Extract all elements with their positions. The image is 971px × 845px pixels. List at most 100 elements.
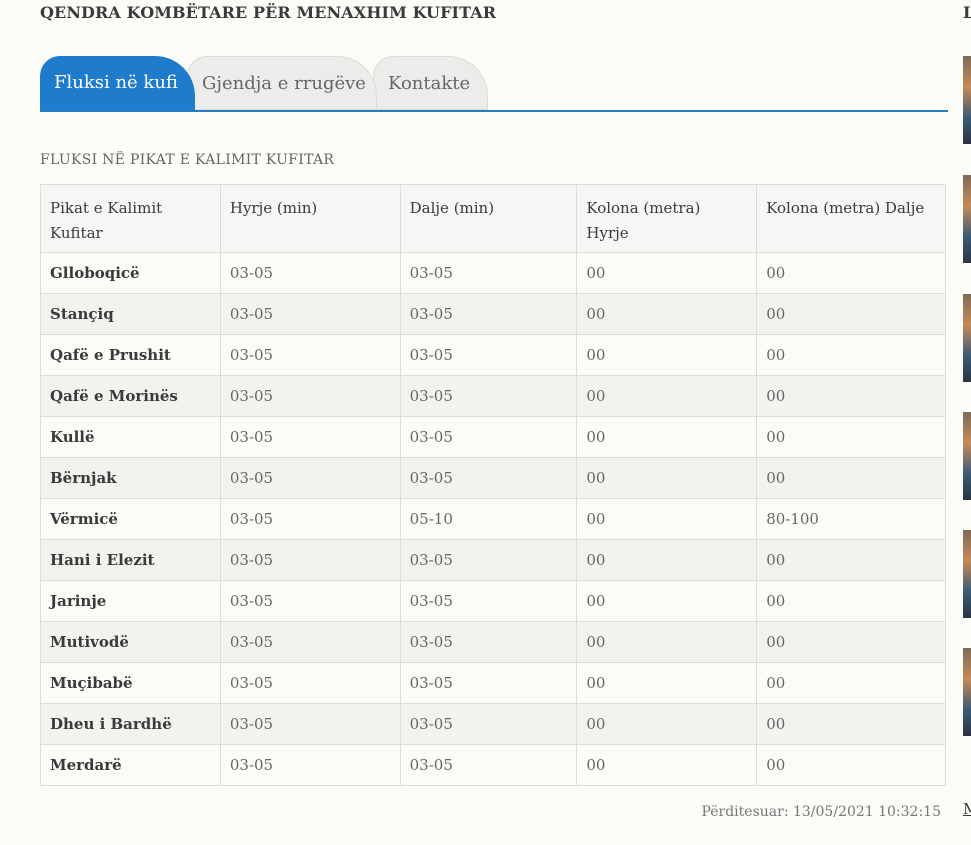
table-row: Glloboqicë 03-05 03-05 00 00 [40,252,946,294]
last-updated-text: Përditesuar: 13/05/2021 10:32:15 [701,804,941,820]
table-row: Stançiq 03-05 03-05 00 00 [40,293,946,335]
sidebar-thumbnail[interactable] [963,648,971,736]
crossing-point-name: Stançiq [40,293,221,335]
crossing-point-name: Merdarë [40,744,221,786]
crossing-point-name: Kullë [40,416,221,458]
table-row: Jarinje 03-05 03-05 00 00 [40,580,946,622]
table-cell: 00 [756,293,946,335]
sidebar-thumbnail[interactable] [963,530,971,618]
table-cell: 03-05 [219,744,401,786]
table-cell: 00 [576,334,758,376]
column-header: Hyrje (min) [219,184,401,253]
table-row: Qafë e Morinës 03-05 03-05 00 00 [40,375,946,417]
table-cell: 03-05 [219,375,401,417]
table-cell: 00 [576,293,758,335]
table-cell: 00 [756,580,946,622]
table-cell: 03-05 [219,498,401,540]
table-cell: 00 [756,334,946,376]
table-cell: 00 [576,375,758,417]
table-row: Dheu i Bardhë 03-05 03-05 00 00 [40,703,946,745]
table-cell: 00 [576,621,758,663]
tab-gjendja-e-rrugeve[interactable]: Gjendja e rrugëve [187,56,377,110]
sidebar-thumbnail[interactable] [963,56,971,144]
crossing-point-name: Bërnjak [40,457,221,499]
crossing-point-name: Qafë e Prushit [40,334,221,376]
table-cell: 03-05 [399,375,578,417]
table-row: Muçibabë 03-05 03-05 00 00 [40,662,946,704]
table-cell: 03-05 [399,621,578,663]
table-cell: 00 [576,252,758,294]
table-row: Mutivodë 03-05 03-05 00 00 [40,621,946,663]
table-cell: 03-05 [219,293,401,335]
sidebar-thumbnail[interactable] [963,412,971,500]
table-cell: 80-100 [756,498,946,540]
table-cell: 05-10 [399,498,578,540]
table-cell: 00 [756,539,946,581]
column-header: Pikat e Kalimit Kufitar [40,184,221,253]
crossing-point-name: Dheu i Bardhë [40,703,221,745]
tab-fluksi-ne-kufi[interactable]: Fluksi në kufi [40,56,195,110]
table-cell: 03-05 [219,539,401,581]
page-title: QENDRA KOMBËTARE PËR MENAXHIM KUFITAR [40,3,497,22]
sidebar-thumbnail[interactable] [963,175,971,263]
table-cell: 00 [576,662,758,704]
table-cell: 03-05 [399,539,578,581]
table-row: Kullë 03-05 03-05 00 00 [40,416,946,458]
table-cell: 03-05 [399,416,578,458]
column-header: Dalje (min) [399,184,578,253]
table-cell: 03-05 [219,457,401,499]
table-cell: 00 [756,457,946,499]
table-cell: 03-05 [399,662,578,704]
table-cell: 03-05 [219,334,401,376]
tab-kontakte[interactable]: Kontakte [373,56,488,110]
table-cell: 03-05 [399,334,578,376]
table-cell: 03-05 [399,252,578,294]
crossing-point-name: Jarinje [40,580,221,622]
crossing-point-name: Glloboqicë [40,252,221,294]
table-cell: 00 [576,580,758,622]
table-row: Hani i Elezit 03-05 03-05 00 00 [40,539,946,581]
table-cell: 00 [756,375,946,417]
table-cell: 00 [756,621,946,663]
table-cell: 03-05 [219,252,401,294]
crossing-point-name: Hani i Elezit [40,539,221,581]
table-body: Glloboqicë 03-05 03-05 00 00 Stançiq 03-05 03-0… [40,252,946,786]
table-cell: 00 [756,252,946,294]
crossing-point-name: Mutivodë [40,621,221,663]
crossing-point-name: Vërmicë [40,498,221,540]
table-cell: 03-05 [219,416,401,458]
table-row: Vërmicë 03-05 05-10 00 80-100 [40,498,946,540]
table-cell: 00 [756,703,946,745]
column-header: Kolona (metra) Dalje [756,184,946,253]
table-cell: 00 [576,416,758,458]
sidebar-more-link[interactable]: M [963,800,971,818]
table-cell: 03-05 [399,457,578,499]
crossing-point-name: Muçibabë [40,662,221,704]
crossing-point-name: Qafë e Morinës [40,375,221,417]
table-cell: 00 [756,662,946,704]
table-row: Qafë e Prushit 03-05 03-05 00 00 [40,334,946,376]
section-heading: FLUKSI NË PIKAT E KALIMIT KUFITAR [40,152,335,168]
table-cell: 03-05 [219,580,401,622]
table-cell: 00 [576,703,758,745]
table-row: Merdarë 03-05 03-05 00 00 [40,744,946,786]
table-cell: 03-05 [219,662,401,704]
table-cell: 00 [576,539,758,581]
table-row: Bërnjak 03-05 03-05 00 00 [40,457,946,499]
border-flux-table: Pikat e Kalimit Kufitar Hyrje (min) Dalj… [40,184,946,786]
table-cell: 03-05 [219,703,401,745]
table-cell: 00 [756,744,946,786]
column-header: Kolona (metra) Hyrje [576,184,758,253]
table-cell: 03-05 [399,744,578,786]
table-cell: 03-05 [399,580,578,622]
tab-bar: Fluksi në kufi Gjendja e rrugëve Kontakt… [40,56,948,112]
table-cell: 00 [756,416,946,458]
table-cell: 00 [576,498,758,540]
sidebar-thumbnail[interactable] [963,294,971,382]
table-header-row: Pikat e Kalimit Kufitar Hyrje (min) Dalj… [40,184,946,253]
table-cell: 00 [576,744,758,786]
table-cell: 00 [576,457,758,499]
table-cell: 03-05 [219,621,401,663]
sidebar-heading: L [963,3,971,22]
